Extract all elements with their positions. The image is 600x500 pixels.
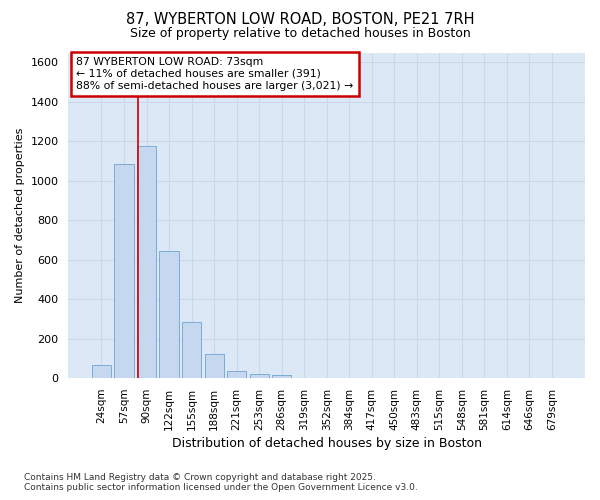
Bar [160, 251, 179, 378]
Y-axis label: Number of detached properties: Number of detached properties [15, 128, 25, 303]
Bar [205, 354, 224, 378]
Text: 87, WYBERTON LOW ROAD, BOSTON, PE21 7RH: 87, WYBERTON LOW ROAD, BOSTON, PE21 7RH [126, 12, 474, 28]
X-axis label: Distribution of detached houses by size in Boston: Distribution of detached houses by size … [172, 437, 482, 450]
Bar [272, 375, 291, 378]
Bar [115, 164, 134, 378]
Bar [250, 374, 269, 378]
Bar [137, 146, 156, 378]
Text: 87 WYBERTON LOW ROAD: 73sqm
← 11% of detached houses are smaller (391)
88% of se: 87 WYBERTON LOW ROAD: 73sqm ← 11% of det… [76, 58, 353, 90]
Bar [227, 370, 246, 378]
Bar [182, 322, 201, 378]
Text: Size of property relative to detached houses in Boston: Size of property relative to detached ho… [130, 28, 470, 40]
Text: Contains HM Land Registry data © Crown copyright and database right 2025.
Contai: Contains HM Land Registry data © Crown c… [24, 473, 418, 492]
Bar [92, 366, 111, 378]
